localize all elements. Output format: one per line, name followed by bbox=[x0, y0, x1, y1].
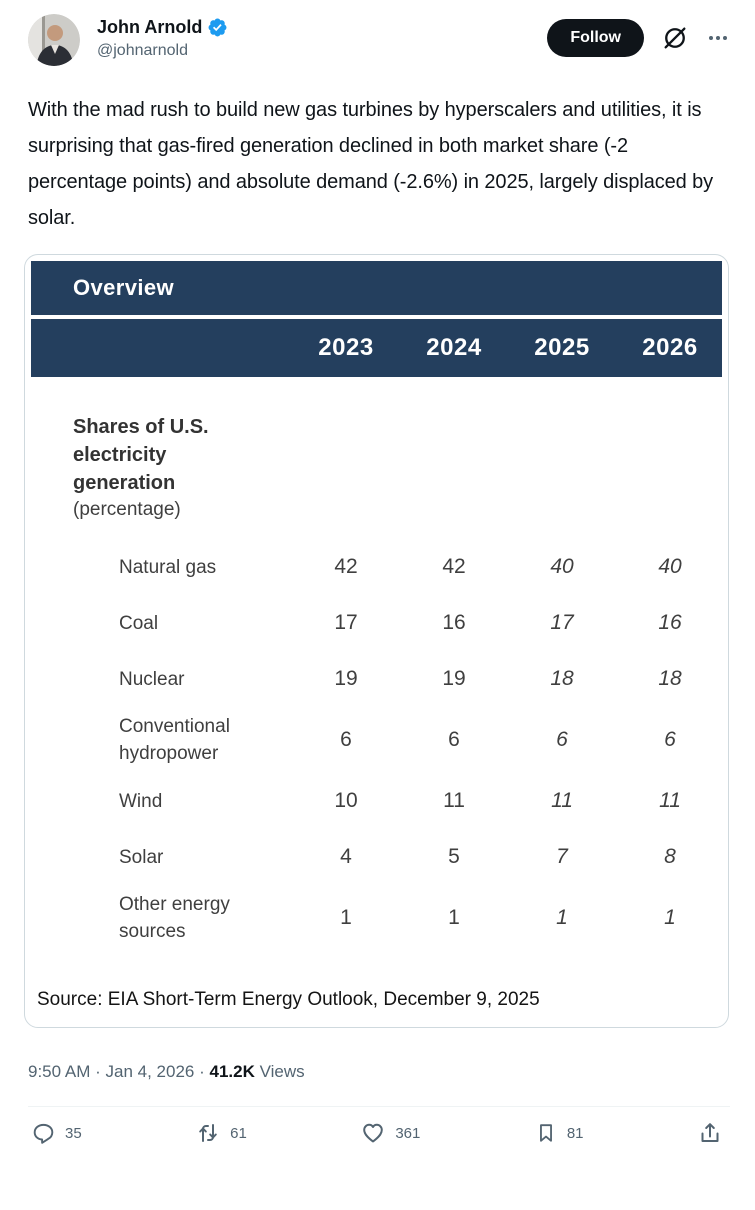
tweet-date: Jan 4, 2026 bbox=[105, 1062, 195, 1081]
row-value: 42 bbox=[442, 555, 466, 578]
views-count: 41.2K bbox=[209, 1062, 255, 1081]
author-name[interactable]: John Arnold bbox=[97, 17, 203, 37]
row-value-forecast: 1 bbox=[556, 906, 568, 929]
share-icon bbox=[701, 1123, 719, 1142]
more-icon[interactable] bbox=[706, 26, 730, 50]
verified-badge-icon bbox=[208, 18, 227, 37]
table-row: Solar 4 5 7 8 bbox=[31, 829, 722, 885]
row-label: Other energy sources bbox=[119, 894, 230, 942]
table-year-header: 2023 2024 2025 2026 bbox=[31, 319, 722, 377]
row-value-forecast: 7 bbox=[556, 845, 568, 868]
table-row: Wind 10 11 11 11 bbox=[31, 773, 722, 829]
row-value: 19 bbox=[334, 667, 358, 690]
dot-separator: · bbox=[199, 1062, 210, 1081]
table-title: Overview bbox=[31, 261, 722, 315]
row-value-forecast: 8 bbox=[664, 845, 676, 868]
bookmark-button[interactable]: 81 bbox=[535, 1122, 584, 1144]
table-card[interactable]: Overview 2023 2024 2025 2026 Shares of U… bbox=[24, 254, 729, 1028]
table-row: Conventional hydropower 6 6 6 6 bbox=[31, 707, 722, 773]
author-handle[interactable]: @johnarnold bbox=[97, 42, 188, 59]
row-value-forecast: 16 bbox=[658, 611, 682, 634]
year-column-header: 2026 bbox=[642, 334, 698, 361]
avatar[interactable] bbox=[28, 14, 80, 66]
timestamp: 9:50 AM · Jan 4, 2026 · 41.2K Views bbox=[28, 1062, 730, 1082]
row-value-forecast: 18 bbox=[658, 667, 682, 690]
table-rows: Natural gas 42 42 40 40 Coal 17 16 17 16… bbox=[31, 539, 722, 951]
views-label: Views bbox=[259, 1062, 305, 1081]
row-label: Conventional hydropower bbox=[119, 716, 230, 764]
share-button[interactable] bbox=[698, 1121, 722, 1145]
dot-separator: · bbox=[95, 1062, 106, 1081]
row-value-forecast: 6 bbox=[556, 728, 568, 751]
table-section-header: Shares of U.S. electricity generation (p… bbox=[31, 413, 722, 523]
section-subtitle: (percentage) bbox=[73, 499, 181, 520]
row-value-forecast: 1 bbox=[664, 906, 676, 929]
section-title: Shares of U.S. electricity generation bbox=[73, 416, 209, 494]
row-label: Coal bbox=[119, 612, 159, 634]
row-value: 11 bbox=[443, 789, 465, 812]
bookmark-count: 81 bbox=[566, 1124, 584, 1142]
row-value: 19 bbox=[442, 667, 466, 690]
row-value: 16 bbox=[442, 611, 466, 634]
table-row: Other energy sources 1 1 1 1 bbox=[31, 885, 722, 951]
reply-count: 35 bbox=[65, 1124, 82, 1142]
row-value: 5 bbox=[448, 845, 460, 868]
row-value-forecast: 11 bbox=[551, 789, 573, 812]
row-label: Nuclear bbox=[119, 668, 185, 690]
row-value: 4 bbox=[340, 845, 352, 868]
row-value: 17 bbox=[334, 611, 358, 634]
repost-count: 61 bbox=[230, 1124, 247, 1142]
row-value-forecast: 40 bbox=[658, 555, 682, 578]
reply-button[interactable]: 35 bbox=[32, 1122, 82, 1145]
tweet-time: 9:50 AM bbox=[28, 1062, 91, 1081]
row-value: 6 bbox=[340, 728, 352, 751]
repost-icon bbox=[199, 1124, 217, 1142]
row-value-forecast: 6 bbox=[664, 728, 676, 751]
year-column-header: 2024 bbox=[426, 334, 482, 361]
like-count: 361 bbox=[395, 1124, 421, 1142]
grok-icon[interactable] bbox=[661, 24, 689, 52]
follow-button[interactable]: Follow bbox=[547, 19, 644, 57]
year-column-header: 2023 bbox=[318, 334, 374, 361]
avatar-photo bbox=[28, 14, 80, 66]
divider bbox=[28, 1106, 730, 1107]
like-button[interactable]: 361 bbox=[361, 1121, 420, 1145]
tweet-header: John Arnold @johnarnold Follow bbox=[28, 0, 730, 66]
author-block: John Arnold @johnarnold bbox=[97, 14, 228, 60]
header-actions: Follow bbox=[547, 14, 730, 57]
row-label: Natural gas bbox=[119, 556, 217, 578]
reply-icon bbox=[33, 1123, 54, 1144]
row-value: 6 bbox=[448, 728, 460, 751]
row-value: 10 bbox=[334, 789, 358, 812]
action-bar: 35 61 361 81 bbox=[28, 1107, 730, 1145]
row-value: 1 bbox=[448, 906, 460, 929]
tweet-detail: John Arnold @johnarnold Follow bbox=[24, 0, 730, 1145]
table-row: Natural gas 42 42 40 40 bbox=[31, 539, 722, 595]
row-value-forecast: 18 bbox=[550, 667, 574, 690]
row-value: 1 bbox=[340, 906, 352, 929]
tweet-text: With the mad rush to build new gas turbi… bbox=[28, 99, 714, 229]
year-column-header: 2025 bbox=[534, 334, 590, 361]
row-label: Wind bbox=[119, 790, 163, 812]
bookmark-icon bbox=[539, 1124, 552, 1142]
row-label: Solar bbox=[119, 846, 164, 868]
table-source: Source: EIA Short-Term Energy Outlook, D… bbox=[37, 989, 540, 1010]
table-row: Nuclear 19 19 18 18 bbox=[31, 651, 722, 707]
row-value-forecast: 17 bbox=[550, 611, 574, 634]
table-row: Coal 17 16 17 16 bbox=[31, 595, 722, 651]
row-value: 42 bbox=[334, 555, 358, 578]
row-value-forecast: 40 bbox=[550, 555, 574, 578]
row-value-forecast: 11 bbox=[659, 789, 681, 812]
heart-icon bbox=[363, 1123, 384, 1143]
repost-button[interactable]: 61 bbox=[196, 1121, 247, 1145]
